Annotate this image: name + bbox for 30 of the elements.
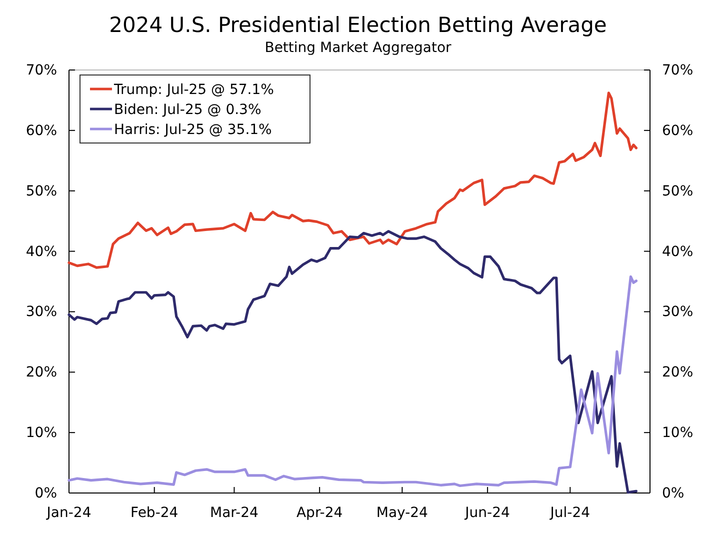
- y2-tick-label: 20%: [662, 364, 694, 381]
- x-tick-label: Apr-24: [296, 504, 343, 521]
- x-tick-label: Jun-24: [464, 504, 510, 521]
- y-tick-label: 0%: [34, 485, 57, 502]
- y2-tick-label: 50%: [662, 183, 694, 200]
- legend-label: Harris: Jul-25 @ 35.1%: [114, 122, 272, 138]
- y-tick-label: 70%: [26, 62, 57, 78]
- y2-tick-label: 40%: [662, 244, 694, 260]
- y2-tick-label: 70%: [662, 62, 694, 78]
- x-tick-label: May-24: [376, 504, 428, 521]
- y2-tick-label: 10%: [662, 425, 694, 442]
- y-tick-label: 20%: [26, 364, 57, 381]
- y2-tick-label: 0%: [662, 485, 684, 502]
- line-series: [68, 230, 638, 494]
- x-tick-label: Jul-24: [549, 504, 590, 521]
- x-tick-label: Jan-24: [46, 504, 92, 521]
- line-series: [68, 275, 638, 488]
- legend-label: Biden: Jul-25 @ 0.3%: [114, 102, 262, 118]
- y-tick-label: 60%: [26, 122, 57, 139]
- legend-label: Trump: Jul-25 @ 57.1%: [113, 82, 274, 98]
- y-tick-label: 40%: [26, 244, 57, 260]
- x-tick-label: Mar-24: [210, 504, 258, 521]
- y2-tick-label: 60%: [662, 122, 694, 139]
- y-tick-label: 50%: [26, 183, 57, 200]
- y-tick-label: 30%: [26, 304, 57, 320]
- chart-title: 2024 U.S. Presidential Election Betting Average: [109, 13, 607, 37]
- x-tick-label: Feb-24: [130, 504, 178, 521]
- y-tick-label: 10%: [26, 425, 57, 442]
- chart-subtitle: Betting Market Aggregator: [264, 40, 452, 56]
- y2-tick-label: 30%: [662, 304, 694, 320]
